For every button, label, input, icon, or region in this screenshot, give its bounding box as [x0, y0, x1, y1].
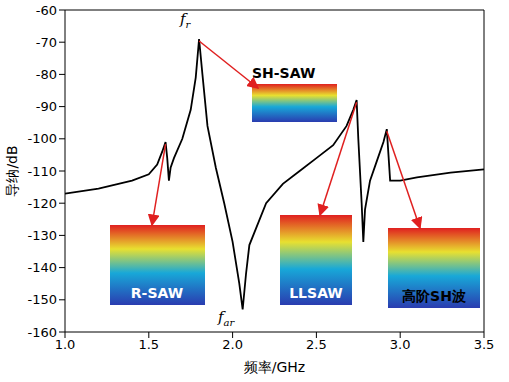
- svg-text:R-SAW: R-SAW: [131, 285, 183, 301]
- svg-text:3.5: 3.5: [474, 337, 495, 352]
- svg-text:SH-SAW: SH-SAW: [252, 65, 315, 81]
- svg-text:-140: -140: [27, 260, 57, 275]
- svg-text:-70: -70: [36, 35, 57, 50]
- svg-text:1.5: 1.5: [138, 337, 159, 352]
- svg-text:-160: -160: [27, 325, 57, 340]
- svg-text:-80: -80: [36, 67, 57, 82]
- svg-text:-150: -150: [27, 292, 57, 307]
- svg-text:1.0: 1.0: [55, 337, 76, 352]
- svg-text:高阶SH波: 高阶SH波: [402, 288, 466, 304]
- svg-text:2.0: 2.0: [222, 337, 243, 352]
- svg-text:-100: -100: [27, 131, 57, 146]
- svg-text:far: far: [217, 308, 236, 328]
- svg-text:-90: -90: [36, 99, 57, 114]
- svg-text:LLSAW: LLSAW: [289, 285, 343, 301]
- svg-text:2.5: 2.5: [306, 337, 327, 352]
- svg-text:导纳/dB: 导纳/dB: [4, 145, 20, 196]
- svg-text:fr: fr: [179, 10, 192, 30]
- svg-text:-120: -120: [27, 196, 57, 211]
- svg-text:频率/GHz: 频率/GHz: [244, 359, 305, 375]
- svg-text:-60: -60: [36, 3, 57, 18]
- svg-text:-110: -110: [27, 164, 57, 179]
- svg-text:3.0: 3.0: [390, 337, 411, 352]
- svg-text:-130: -130: [27, 228, 57, 243]
